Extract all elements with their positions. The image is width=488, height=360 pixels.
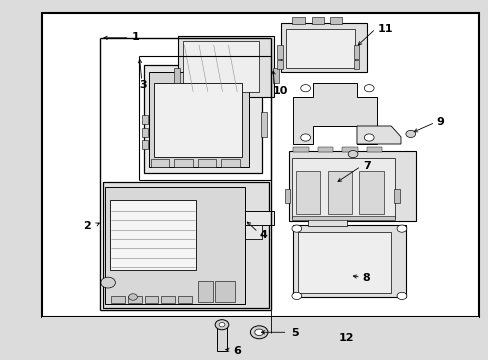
Circle shape: [250, 326, 267, 339]
Bar: [222, 225, 261, 239]
Text: 2: 2: [83, 221, 91, 231]
Bar: [342, 147, 357, 152]
Bar: [293, 147, 308, 152]
Circle shape: [405, 130, 415, 138]
Bar: [311, 17, 324, 24]
Bar: [353, 45, 359, 59]
Text: 5: 5: [291, 328, 299, 338]
Text: 4: 4: [259, 230, 266, 240]
Bar: [292, 216, 394, 220]
Bar: [393, 189, 399, 203]
Bar: [215, 281, 234, 302]
Bar: [128, 296, 142, 303]
Bar: [154, 83, 242, 157]
Bar: [105, 187, 244, 304]
Polygon shape: [293, 83, 376, 144]
Bar: [41, 13, 478, 317]
Circle shape: [364, 134, 373, 141]
Circle shape: [364, 85, 373, 92]
Bar: [366, 147, 382, 152]
Text: 12: 12: [338, 333, 354, 343]
Bar: [102, 182, 268, 308]
Bar: [142, 140, 148, 149]
Bar: [142, 128, 148, 137]
Circle shape: [291, 292, 301, 300]
Bar: [161, 296, 175, 303]
Bar: [174, 159, 192, 167]
Bar: [317, 147, 333, 152]
Text: 8: 8: [362, 273, 370, 283]
Text: 1: 1: [132, 32, 140, 42]
Bar: [327, 171, 351, 214]
Bar: [174, 68, 180, 83]
Circle shape: [219, 323, 224, 327]
Bar: [178, 296, 191, 303]
Circle shape: [101, 277, 115, 288]
Text: 6: 6: [232, 346, 240, 356]
Text: 11: 11: [377, 24, 392, 34]
Bar: [142, 115, 148, 124]
Bar: [298, 232, 390, 293]
Bar: [150, 159, 169, 167]
Bar: [198, 281, 212, 302]
Circle shape: [128, 294, 137, 300]
Bar: [288, 151, 415, 221]
Bar: [353, 60, 359, 69]
Bar: [284, 189, 290, 203]
Bar: [149, 72, 249, 167]
Circle shape: [396, 292, 406, 300]
Bar: [295, 171, 320, 214]
Bar: [260, 112, 266, 137]
Circle shape: [347, 150, 357, 158]
Bar: [307, 217, 346, 226]
Bar: [281, 23, 366, 72]
Bar: [41, 317, 478, 360]
Bar: [183, 41, 259, 92]
Bar: [359, 171, 383, 214]
Bar: [329, 17, 342, 24]
Bar: [215, 211, 273, 225]
Bar: [221, 159, 239, 167]
Bar: [293, 225, 405, 297]
Bar: [276, 60, 282, 69]
Text: 10: 10: [272, 86, 287, 96]
Polygon shape: [356, 126, 400, 144]
Bar: [272, 68, 278, 83]
Circle shape: [300, 85, 310, 92]
Bar: [276, 45, 282, 59]
Bar: [292, 17, 304, 24]
Bar: [144, 296, 158, 303]
Bar: [110, 200, 195, 270]
Bar: [111, 296, 125, 303]
Circle shape: [300, 134, 310, 141]
Circle shape: [396, 225, 406, 232]
Text: 9: 9: [436, 117, 444, 127]
Bar: [178, 36, 273, 97]
Circle shape: [291, 225, 301, 232]
Bar: [216, 326, 227, 351]
Text: 7: 7: [362, 161, 370, 171]
Text: 3: 3: [139, 80, 147, 90]
Bar: [292, 158, 394, 218]
Bar: [144, 65, 261, 173]
Circle shape: [215, 320, 228, 330]
Bar: [285, 29, 354, 68]
Bar: [197, 159, 216, 167]
Circle shape: [254, 329, 263, 336]
